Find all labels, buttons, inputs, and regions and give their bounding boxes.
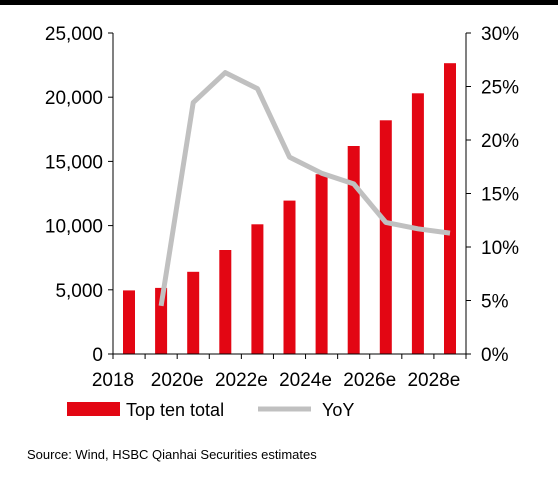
left-axis-ticks: 0 5,000 10,000 15,000 20,000 25,000	[45, 24, 113, 366]
bar-2023e	[283, 200, 296, 354]
bar-2018	[123, 290, 135, 354]
legend-label-line: YoY	[322, 400, 354, 420]
yoy-line	[158, 70, 451, 307]
chart: 0 5,000 10,000 15,000 20,000 25,000 0% 5% 10% 15…	[45, 24, 519, 420]
legend-swatch-bar	[67, 402, 120, 416]
bar-2028e	[444, 63, 456, 354]
bar-2024e	[315, 174, 328, 354]
bar-2021e	[219, 250, 232, 354]
x-tick-label: 2022e	[215, 370, 268, 391]
line-series-yoy	[158, 70, 451, 307]
right-tick-label: 0%	[481, 345, 509, 366]
right-tick-label: 20%	[481, 131, 519, 152]
left-tick-label: 5,000	[55, 281, 103, 302]
right-tick-label: 15%	[481, 185, 519, 206]
right-tick-label: 25%	[481, 78, 519, 99]
x-tick-label: 2026e	[343, 370, 396, 391]
left-tick-label: 15,000	[45, 152, 103, 173]
left-tick-label: 25,000	[45, 24, 103, 45]
x-axis-ticks: 2018 2020e 2022e 2024e 2026e 2028e	[92, 354, 467, 391]
bar-2027e	[411, 93, 424, 355]
bar-series-top-ten-total	[123, 63, 456, 355]
bar-2020e	[187, 271, 200, 354]
bar-2019	[155, 287, 168, 354]
source-note: Source: Wind, HSBC Qianhai Securities es…	[27, 447, 317, 462]
legend: Top ten total YoY	[67, 400, 354, 420]
x-tick-label: 2020e	[151, 370, 204, 391]
bar-2026e	[379, 120, 392, 354]
x-tick-label: 2018	[92, 370, 134, 391]
bar-2022e	[251, 224, 264, 354]
right-axis-ticks: 0% 5% 10% 15% 20% 25% 30%	[466, 24, 519, 366]
x-tick-label: 2024e	[279, 370, 332, 391]
right-tick-label: 30%	[481, 24, 519, 45]
right-tick-label: 5%	[481, 292, 509, 313]
right-tick-label: 10%	[481, 238, 519, 259]
legend-label-bar: Top ten total	[126, 400, 224, 420]
left-tick-label: 10,000	[45, 217, 103, 238]
left-tick-label: 20,000	[45, 88, 103, 109]
left-tick-label: 0	[92, 345, 103, 366]
x-tick-label: 2028e	[407, 370, 460, 391]
top-rule	[0, 0, 558, 5]
bar-2025e	[347, 146, 360, 354]
